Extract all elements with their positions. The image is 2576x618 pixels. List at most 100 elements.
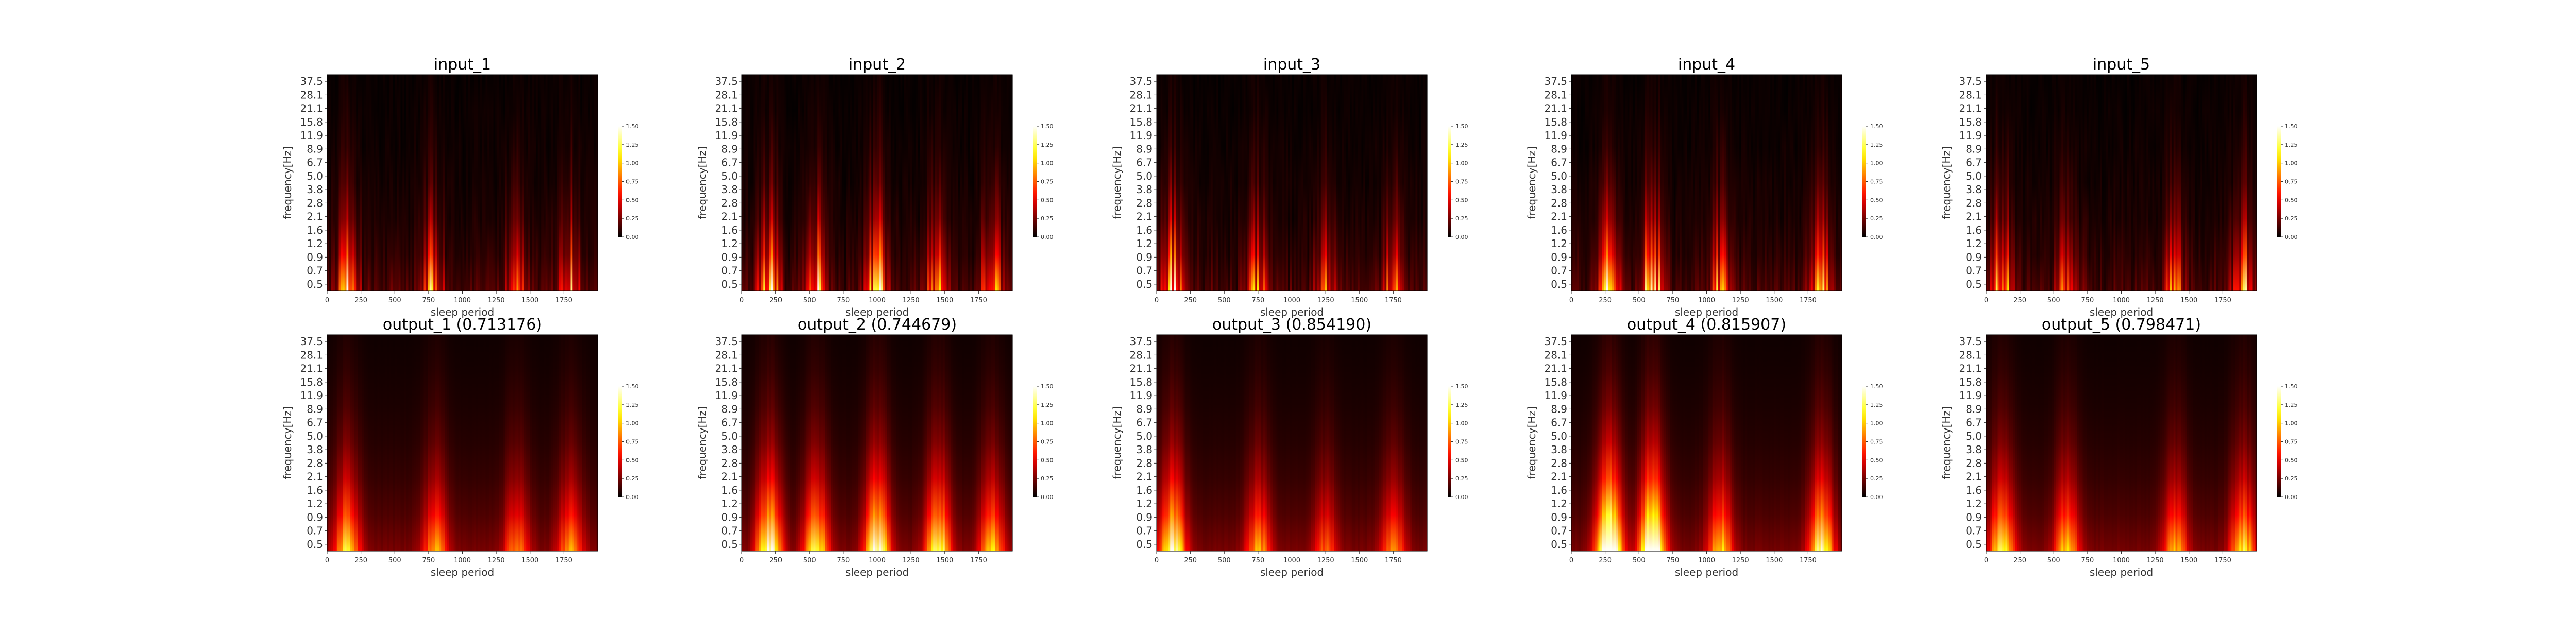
heatmap-column <box>1216 75 1219 291</box>
colorbar <box>618 386 622 497</box>
y-tick-label: 37.5 <box>1959 335 1982 348</box>
y-tick-label: 1.2 <box>1965 237 1982 250</box>
heatmap-column <box>2231 335 2234 551</box>
heatmap-column <box>1691 75 1693 291</box>
heatmap-column <box>1191 75 1194 291</box>
colorbar-tick-label: 1.00 <box>2285 160 2298 167</box>
heatmap-column <box>1819 335 1821 551</box>
colorbar-tick-label: 1.00 <box>626 420 639 427</box>
heatmap-column <box>1735 75 1738 291</box>
y-tick-label: 11.9 <box>300 389 323 402</box>
heatmap-column <box>1373 335 1376 551</box>
heatmap-column <box>866 335 868 551</box>
heatmap-column <box>1616 75 1618 291</box>
heatmap-column <box>1689 335 1692 551</box>
heatmap-column <box>445 75 448 291</box>
heatmap-column <box>1704 335 1707 551</box>
heatmap-column <box>1243 335 1246 551</box>
heatmap-column <box>1618 335 1620 551</box>
y-tick-label: 6.7 <box>721 417 738 429</box>
colorbar-tick-label: 0.00 <box>1870 494 1883 501</box>
heatmap-column <box>1776 335 1778 551</box>
heatmap-column <box>437 335 440 551</box>
heatmap-column <box>1348 75 1350 291</box>
y-tick-label: 0.7 <box>1136 525 1153 537</box>
heatmap-column <box>482 335 484 551</box>
heatmap-column <box>1232 335 1234 551</box>
colorbar <box>2277 386 2281 497</box>
heatmap-column <box>995 335 997 551</box>
heatmap-column <box>966 75 969 291</box>
heatmap-column <box>555 75 557 291</box>
x-tick-label: 750 <box>1666 557 1679 564</box>
heatmap-column <box>952 75 955 291</box>
heatmap-column <box>771 335 773 551</box>
heatmap-column <box>505 75 507 291</box>
heatmap-column <box>1273 75 1275 291</box>
heatmap-column <box>335 335 337 551</box>
y-tick-label: 0.7 <box>1965 265 1982 277</box>
heatmap-column <box>1579 335 1582 551</box>
heatmap-column <box>2162 75 2164 291</box>
heatmap-column <box>755 75 758 291</box>
heatmap-column <box>1404 335 1406 551</box>
colorbar-tick-label: 1.50 <box>626 383 639 390</box>
heatmap-column <box>2210 335 2213 551</box>
colorbar-tick-label: 1.50 <box>2285 383 2298 390</box>
heatmap-column <box>379 75 382 291</box>
heatmap-column <box>1253 75 1256 291</box>
y-tick-label: 2.1 <box>1551 471 1567 483</box>
heatmap-column <box>807 335 810 551</box>
panel-9: output_4 (0.815907)0.50.70.91.21.62.12.8… <box>1526 316 1883 578</box>
heatmap-column <box>2181 335 2184 551</box>
y-tick-label: 0.5 <box>1551 538 1567 551</box>
heatmap-column <box>1270 75 1273 291</box>
heatmap-column <box>1292 335 1294 551</box>
heatmap-column <box>2134 335 2138 551</box>
heatmap-column <box>1297 335 1300 551</box>
heatmap-column <box>412 335 415 551</box>
heatmap-column <box>1180 75 1182 291</box>
heatmap-column <box>1670 75 1672 291</box>
heatmap-column <box>2046 335 2048 551</box>
heatmap-column <box>1201 335 1204 551</box>
heatmap-column <box>811 335 814 551</box>
y-tick-label: 37.5 <box>715 335 738 348</box>
heatmap-column <box>1776 75 1778 291</box>
heatmap-column <box>352 335 355 551</box>
colorbar-tick-label: 0.50 <box>1870 457 1883 464</box>
heatmap-column <box>478 335 480 551</box>
heatmap-column <box>2152 335 2155 551</box>
colorbar-tick-label: 0.75 <box>1455 179 1468 185</box>
heatmap-column <box>1226 75 1229 291</box>
heatmap-column <box>1811 335 1814 551</box>
heatmap-column <box>833 335 835 551</box>
heatmap-column <box>998 335 1002 551</box>
heatmap-column <box>2052 335 2054 551</box>
heatmap-column <box>1830 335 1833 551</box>
heatmap-column <box>2129 75 2131 291</box>
heatmap-column <box>414 75 417 291</box>
heatmap-column <box>1766 75 1769 291</box>
heatmap-column <box>2013 75 2015 291</box>
heatmap-column <box>765 75 768 291</box>
x-tick-label: 1000 <box>869 557 886 564</box>
heatmap-column <box>1405 75 1409 291</box>
heatmap-column <box>2196 335 2199 551</box>
heatmap-column <box>2133 75 2136 291</box>
heatmap-column <box>859 335 862 551</box>
heatmap-column <box>1652 335 1655 551</box>
y-tick-label: 11.9 <box>715 129 738 142</box>
y-tick-label: 8.9 <box>307 143 323 155</box>
heatmap-column <box>1005 335 1007 551</box>
heatmap-column <box>1822 75 1825 291</box>
panel-title: input_3 <box>1263 56 1320 74</box>
heatmap-column <box>426 335 428 551</box>
colorbar-tick-label: 0.50 <box>626 197 639 203</box>
heatmap-column <box>1188 75 1190 291</box>
heatmap-column <box>2252 75 2255 291</box>
colorbar-tick-label: 0.25 <box>1870 215 1883 222</box>
heatmap-column <box>1162 75 1165 291</box>
heatmap-column <box>2069 335 2072 551</box>
y-tick-label: 8.9 <box>1551 143 1567 155</box>
